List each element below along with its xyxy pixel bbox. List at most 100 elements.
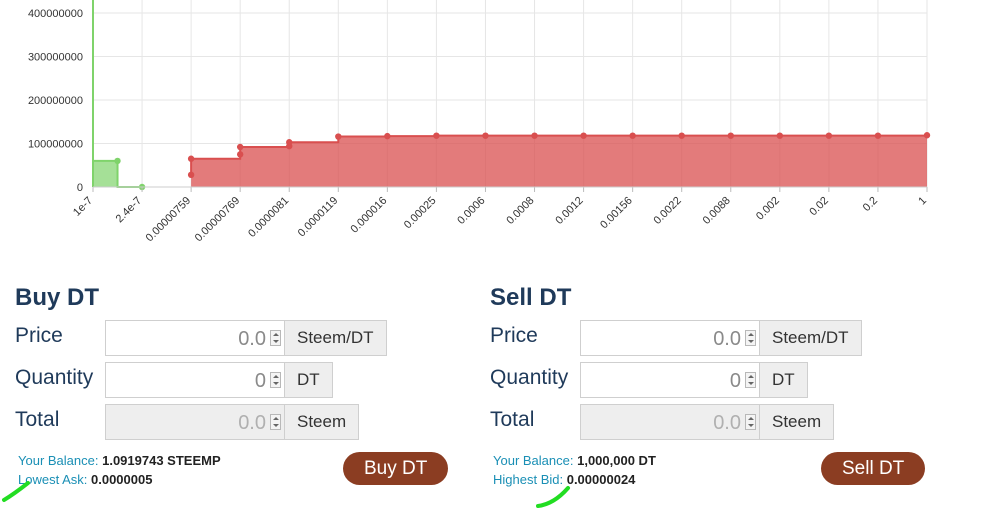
asks-point xyxy=(923,132,931,139)
asks-point xyxy=(236,151,244,158)
sell-highest-bid-value: 0.00000024 xyxy=(566,472,636,487)
sell-price-input[interactable]: 0.0 xyxy=(580,320,760,356)
buy-quantity-spinner-icon[interactable] xyxy=(270,372,281,388)
x-tick-label: 0.002 xyxy=(754,195,782,223)
buy-price-input[interactable]: 0.0 xyxy=(105,320,285,356)
depth-chart: 0 100000000 200000000 300000000 400000000 1e… xyxy=(28,0,931,245)
y-axis: 0 100000000 200000000 300000000 400000000 xyxy=(28,8,83,194)
sell-total-label: Total xyxy=(490,408,535,431)
buy-quantity-unit: DT xyxy=(285,362,333,398)
asks-point xyxy=(236,143,244,151)
x-tick-label: 0.0022 xyxy=(652,195,684,227)
buy-lowest-ask[interactable]: Lowest Ask: 0.0000005 xyxy=(18,472,152,487)
x-tick-label: 1 xyxy=(916,195,929,208)
buy-total-value: 0.0 xyxy=(238,412,266,434)
x-axis: 1e-7 2.4e-7 0.00000759 0.00000769 0.0000081 0… xyxy=(71,186,929,245)
sell-quantity-value: 0 xyxy=(729,370,741,392)
sell-panel: Sell DT Price 0.0 Steem/DT Quantity 0 DT… xyxy=(490,282,940,510)
annotation-mark-left xyxy=(2,481,30,502)
sell-title: Sell DT xyxy=(490,284,572,311)
asks-point xyxy=(874,132,882,139)
asks-point xyxy=(580,132,587,139)
sell-total-value: 0.0 xyxy=(713,412,741,434)
y-tick-label: 300000000 xyxy=(28,52,83,64)
buy-price-row: Price 0.0 Steem/DT xyxy=(15,320,465,358)
sell-price-value: 0.0 xyxy=(713,328,741,350)
asks-point xyxy=(629,132,636,139)
buy-total-unit: Steem xyxy=(285,404,360,440)
sell-quantity-spinner-icon[interactable] xyxy=(745,372,756,388)
buy-quantity-input[interactable]: 0 xyxy=(105,362,285,398)
x-tick-label: 0.0000119 xyxy=(296,195,341,240)
sell-total-input[interactable]: 0.0 xyxy=(580,404,760,440)
buy-total-spinner-icon[interactable] xyxy=(270,414,281,430)
asks-point xyxy=(776,132,784,139)
sell-total-spinner-icon[interactable] xyxy=(745,414,756,430)
sell-price-unit: Steem/DT xyxy=(760,320,862,356)
sell-balance-label: Your Balance: xyxy=(493,453,574,468)
asks-point xyxy=(187,171,195,179)
x-tick-label: 0.02 xyxy=(807,195,831,219)
buy-price-value: 0.0 xyxy=(238,328,266,350)
sell-button[interactable]: Sell DT xyxy=(821,452,926,485)
asks-point xyxy=(482,132,489,139)
x-tick-label: 0.00025 xyxy=(402,195,439,232)
x-tick-label: 0.2 xyxy=(861,195,880,214)
buy-lowest-ask-value: 0.0000005 xyxy=(91,472,153,487)
sell-price-label: Price xyxy=(490,324,538,347)
x-tick-label: 2.4e-7 xyxy=(114,195,145,226)
buy-balance-label: Your Balance: xyxy=(18,453,99,468)
buy-total-row: Total 0.0 Steem xyxy=(15,404,465,442)
y-tick-label: 400000000 xyxy=(28,8,83,20)
sell-highest-bid[interactable]: Highest Bid: 0.00000024 xyxy=(493,472,635,487)
sell-total-unit: Steem xyxy=(760,404,835,440)
asks-point xyxy=(335,133,342,140)
buy-price-unit: Steem/DT xyxy=(285,320,387,356)
x-tick-label: 0.0012 xyxy=(553,195,585,227)
x-tick-label: 0.00000769 xyxy=(193,195,243,245)
x-tick-label: 0.0088 xyxy=(701,195,733,227)
y-tick-label: 0 xyxy=(77,182,83,194)
buy-quantity-label: Quantity xyxy=(15,366,94,389)
asks-point xyxy=(286,139,293,146)
x-tick-label: 1e-7 xyxy=(71,195,95,219)
buy-lowest-ask-label[interactable]: Lowest Ask: xyxy=(18,472,88,487)
sell-quantity-row: Quantity 0 DT xyxy=(490,362,940,400)
x-tick-label: 0.000016 xyxy=(349,195,390,236)
asks-point xyxy=(384,132,391,140)
y-tick-label: 100000000 xyxy=(28,139,83,151)
x-tick-label: 0.00156 xyxy=(598,195,635,232)
asks-point xyxy=(678,132,685,139)
x-tick-label: 0.0006 xyxy=(455,195,487,227)
buy-price-spinner-icon[interactable] xyxy=(270,330,281,346)
sell-quantity-input[interactable]: 0 xyxy=(580,362,760,398)
asks-point xyxy=(531,132,538,139)
asks-point xyxy=(727,132,734,139)
buy-price-label: Price xyxy=(15,324,63,347)
buy-button[interactable]: Buy DT xyxy=(343,452,449,485)
x-tick-label: 0.0000081 xyxy=(246,195,291,240)
asks-area xyxy=(191,135,927,187)
sell-balance: Your Balance: 1,000,000 DT xyxy=(493,453,656,468)
sell-price-spinner-icon[interactable] xyxy=(745,330,756,346)
sell-quantity-label: Quantity xyxy=(490,366,569,389)
buy-quantity-value: 0 xyxy=(254,370,266,392)
buy-title: Buy DT xyxy=(15,284,99,311)
bids-point xyxy=(114,157,121,165)
sell-quantity-unit: DT xyxy=(760,362,808,398)
y-tick-label: 200000000 xyxy=(28,95,83,107)
buy-panel: Buy DT Price 0.0 Steem/DT Quantity 0 DT … xyxy=(15,282,465,510)
asks-point xyxy=(187,155,195,162)
buy-balance-value: 1.0919743 STEEMP xyxy=(102,453,221,468)
bids-area xyxy=(93,160,118,187)
sell-price-row: Price 0.0 Steem/DT xyxy=(490,320,940,358)
x-tick-label: 0.0008 xyxy=(504,195,536,227)
buy-quantity-row: Quantity 0 DT xyxy=(15,362,465,400)
asks-point xyxy=(825,132,833,139)
asks-point xyxy=(433,132,440,139)
sell-total-row: Total 0.0 Steem xyxy=(490,404,940,442)
buy-total-input[interactable]: 0.0 xyxy=(105,404,285,440)
sell-balance-value: 1,000,000 DT xyxy=(577,453,656,468)
sell-highest-bid-label[interactable]: Highest Bid: xyxy=(493,472,564,487)
chart-areas xyxy=(92,0,931,191)
